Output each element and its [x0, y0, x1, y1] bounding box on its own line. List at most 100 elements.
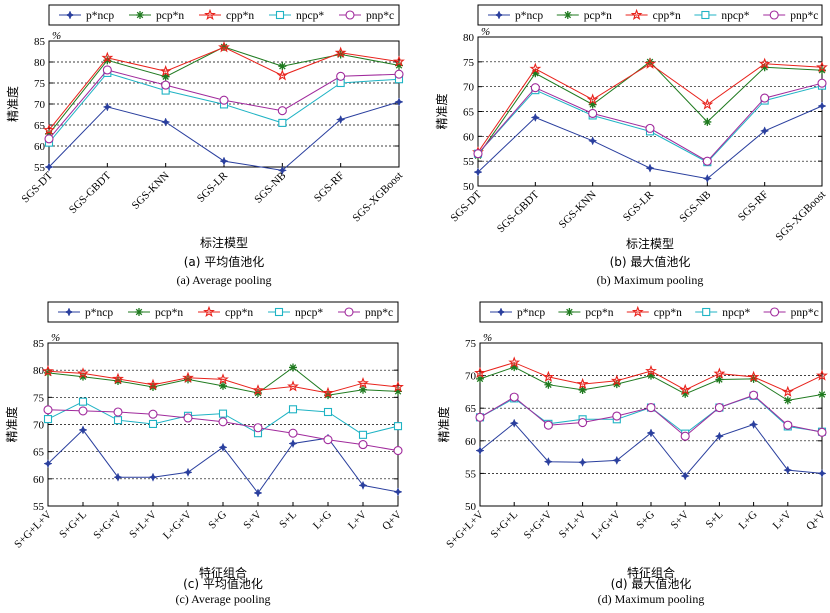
data-point	[817, 101, 827, 111]
y-unit-label: %	[481, 26, 490, 38]
data-point	[113, 472, 123, 482]
data-point	[159, 65, 172, 77]
x-tick-label: SGS-DT	[19, 169, 55, 205]
data-point	[703, 117, 712, 126]
x-tick-label: SGS-XGBoost	[350, 170, 405, 225]
y-axis-label: 精准度	[5, 86, 20, 122]
x-axis-label: 特征组合	[199, 565, 247, 580]
data-point	[543, 420, 553, 430]
data-point	[680, 471, 690, 481]
data-point	[44, 162, 54, 172]
data-point	[148, 419, 158, 429]
data-point	[78, 425, 88, 435]
legend-label: pnp*c	[366, 10, 394, 22]
x-tick-label: L+V	[771, 509, 794, 532]
series-line	[477, 82, 823, 162]
legend-marker	[701, 10, 710, 20]
legend-marker	[770, 307, 780, 317]
legend-label: cpp*n	[654, 307, 682, 319]
data-point	[394, 387, 402, 396]
legend: p*ncp pcp*n cpp*n npcp* pnp*c	[479, 301, 823, 323]
data-point	[529, 62, 542, 74]
data-point	[218, 41, 230, 53]
data-point	[760, 63, 769, 72]
series-p-ncp	[43, 425, 403, 498]
data-point	[509, 392, 519, 402]
data-point	[645, 364, 657, 377]
data-point	[254, 388, 262, 397]
data-point	[336, 114, 346, 125]
series-npcp-	[44, 68, 404, 147]
y-tick-label: 85	[33, 338, 45, 350]
legend-label: pcp*n	[156, 10, 184, 22]
y-unit-label: %	[51, 332, 60, 344]
x-tick-label: L+G	[736, 509, 759, 532]
data-point	[510, 363, 519, 372]
data-point	[702, 156, 712, 166]
legend-box	[477, 4, 823, 26]
data-point	[218, 442, 228, 452]
legend-marker	[494, 10, 504, 20]
data-point	[277, 106, 287, 116]
data-point	[818, 66, 826, 75]
legend-label: pcp*n	[155, 307, 183, 319]
data-point	[78, 406, 88, 416]
legend-label: p*ncp	[517, 307, 545, 319]
data-point	[679, 383, 692, 395]
data-point	[161, 72, 170, 81]
series-cpp-n	[42, 365, 404, 399]
data-point	[783, 465, 793, 475]
data-point	[359, 385, 367, 394]
data-point	[219, 156, 229, 166]
legend-marker	[565, 308, 574, 316]
caption-en: (b) Maximum pooling	[597, 273, 704, 287]
data-point	[714, 431, 725, 441]
x-tick-label: L+G+V	[161, 509, 194, 542]
series-line	[479, 395, 823, 435]
y-unit-label: %	[52, 30, 61, 42]
series-pnp-c	[475, 390, 827, 441]
y-tick-label: 50	[463, 181, 475, 193]
legend: p*ncp pcp*n cpp*n npcp* pnp*c	[47, 301, 399, 323]
y-tick-label: 60	[33, 474, 45, 486]
legend-label: npcp*	[721, 10, 749, 22]
caption-cn: (d) 最大值池化	[611, 576, 692, 591]
series-line	[48, 46, 400, 135]
data-point	[288, 405, 298, 414]
data-point	[253, 423, 263, 433]
data-point	[646, 428, 656, 438]
y-axis-label: 精准度	[436, 406, 451, 442]
caption-en: (d) Maximum pooling	[598, 592, 705, 606]
data-point	[645, 123, 655, 133]
legend-label: p*ncp	[85, 307, 113, 319]
data-point	[79, 372, 87, 381]
caption-en: (c) Average pooling	[175, 592, 270, 606]
data-point	[148, 472, 158, 482]
x-tick-label: SGS-NB	[677, 189, 713, 225]
series-npcp-	[43, 397, 403, 439]
x-tick-label: SGS-XGBoost	[773, 189, 828, 244]
legend-label: cpp*n	[653, 10, 681, 22]
x-tick-label: L+G+V	[590, 509, 623, 542]
data-point	[530, 83, 540, 93]
legend-label: npcp*	[722, 307, 750, 319]
data-point	[278, 118, 287, 127]
legend-marker	[136, 11, 144, 19]
y-tick-label: 75	[463, 57, 475, 69]
legend-label: pnp*c	[791, 307, 819, 319]
data-point	[612, 411, 622, 421]
y-tick-label: 85	[34, 36, 46, 48]
x-tick-label: SGS-RF	[312, 170, 347, 205]
y-tick-label: 60	[463, 131, 475, 143]
x-tick-label: S+G	[206, 509, 229, 532]
data-point	[586, 93, 599, 105]
x-tick-label: S+L	[277, 508, 299, 530]
legend-label: pnp*c	[365, 307, 393, 319]
legend-label: pcp*n	[584, 10, 612, 22]
data-point	[612, 380, 621, 389]
legend-marker	[204, 8, 216, 21]
data-point	[395, 61, 403, 70]
caption-cn: (a) 平均值池化	[184, 254, 265, 269]
legend-label: npcp*	[296, 10, 324, 22]
data-point	[393, 422, 403, 431]
